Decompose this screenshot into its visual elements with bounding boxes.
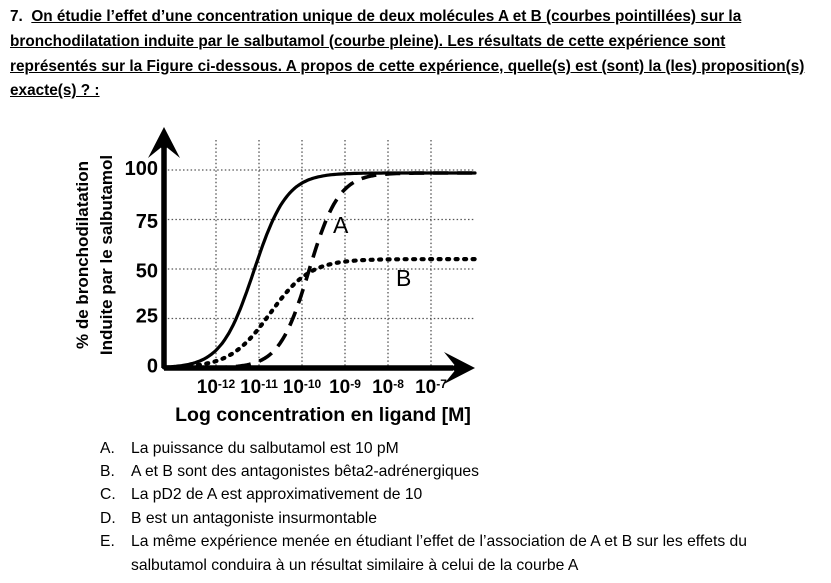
svg-text:B: B bbox=[396, 265, 411, 291]
svg-text:10-8: 10-8 bbox=[372, 377, 404, 398]
svg-text:25: 25 bbox=[136, 305, 158, 327]
svg-text:10-12: 10-12 bbox=[197, 377, 236, 398]
svg-text:75: 75 bbox=[136, 211, 158, 233]
svg-text:% de bronchodilatation: % de bronchodilatation bbox=[73, 161, 92, 349]
svg-text:10-9: 10-9 bbox=[329, 377, 361, 398]
svg-text:Induite par le salbutamol: Induite par le salbutamol bbox=[97, 155, 116, 355]
svg-text:50: 50 bbox=[136, 261, 158, 283]
svg-text:A: A bbox=[333, 212, 349, 238]
svg-text:10-7: 10-7 bbox=[415, 377, 447, 398]
svg-text:100: 100 bbox=[125, 158, 158, 180]
svg-text:10-11: 10-11 bbox=[240, 377, 278, 398]
svg-text:Log concentration en ligand [M: Log concentration en ligand [M] bbox=[175, 404, 471, 426]
svg-text:0: 0 bbox=[147, 356, 158, 378]
svg-text:10-10: 10-10 bbox=[283, 377, 322, 398]
